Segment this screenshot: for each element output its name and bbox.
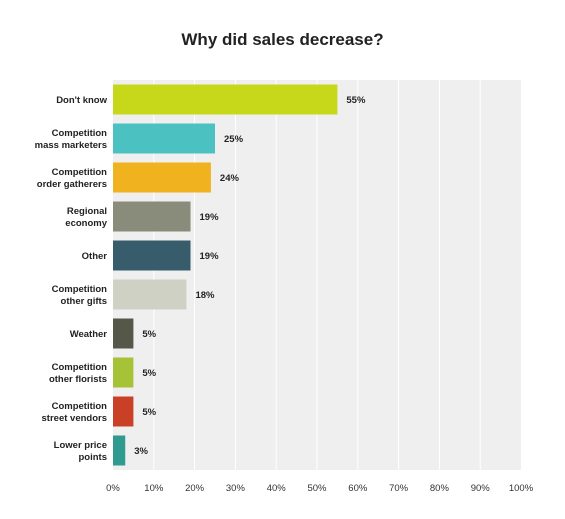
category-labels: Don't know Competition mass marketers Compe… [35, 95, 108, 463]
bar [113, 162, 211, 193]
bar [113, 318, 134, 349]
x-axis-tick-labels: 0% 10% 20% 30% 40% 50% 60% 70% 80% 90% 100% [106, 483, 534, 494]
value-label: 19% [200, 251, 220, 262]
x-tick-label: 30% [226, 483, 246, 494]
category-label: Lower price points [54, 440, 107, 463]
x-tick-label: 20% [185, 483, 205, 494]
value-label: 5% [142, 368, 156, 379]
x-tick-label: 40% [267, 483, 287, 494]
x-tick-label: 90% [471, 483, 491, 494]
value-label: 3% [134, 446, 148, 457]
category-label: Other [82, 251, 108, 262]
bar [113, 279, 187, 310]
category-label: Competition other florists [49, 362, 107, 385]
value-label: 19% [200, 212, 220, 223]
category-label: Weather [70, 329, 108, 340]
x-tick-label: 10% [144, 483, 164, 494]
bar [113, 240, 191, 271]
bar [113, 84, 338, 115]
value-label: 5% [142, 329, 156, 340]
value-label: 24% [220, 173, 240, 184]
value-label: 55% [346, 95, 366, 106]
bar [113, 123, 215, 154]
x-tick-label: 80% [430, 483, 450, 494]
grid-lines [153, 80, 481, 470]
bars [113, 84, 338, 466]
x-tick-label: 100% [509, 483, 534, 494]
category-label: Regional economy [65, 206, 107, 229]
x-tick-label: 50% [307, 483, 327, 494]
bar [113, 357, 134, 388]
x-tick-label: 70% [389, 483, 409, 494]
bar [113, 435, 126, 466]
chart-title: Why did sales decrease? [181, 30, 384, 49]
category-label: Competition order gatherers [37, 167, 107, 190]
category-label: Competition street vendors [42, 401, 108, 424]
value-label: 18% [195, 290, 215, 301]
category-label: Competition other gifts [52, 284, 108, 307]
bar [113, 396, 134, 427]
value-label: 5% [142, 407, 156, 418]
bar [113, 201, 191, 232]
x-tick-label: 60% [348, 483, 368, 494]
x-tick-label: 0% [106, 483, 120, 494]
category-label: Don't know [56, 95, 107, 106]
value-labels: 55% 25% 24% 19% 19% 18% 5% 5% 5% 3% [134, 95, 366, 457]
category-label: Competition mass marketers [35, 128, 108, 151]
value-label: 25% [224, 134, 244, 145]
